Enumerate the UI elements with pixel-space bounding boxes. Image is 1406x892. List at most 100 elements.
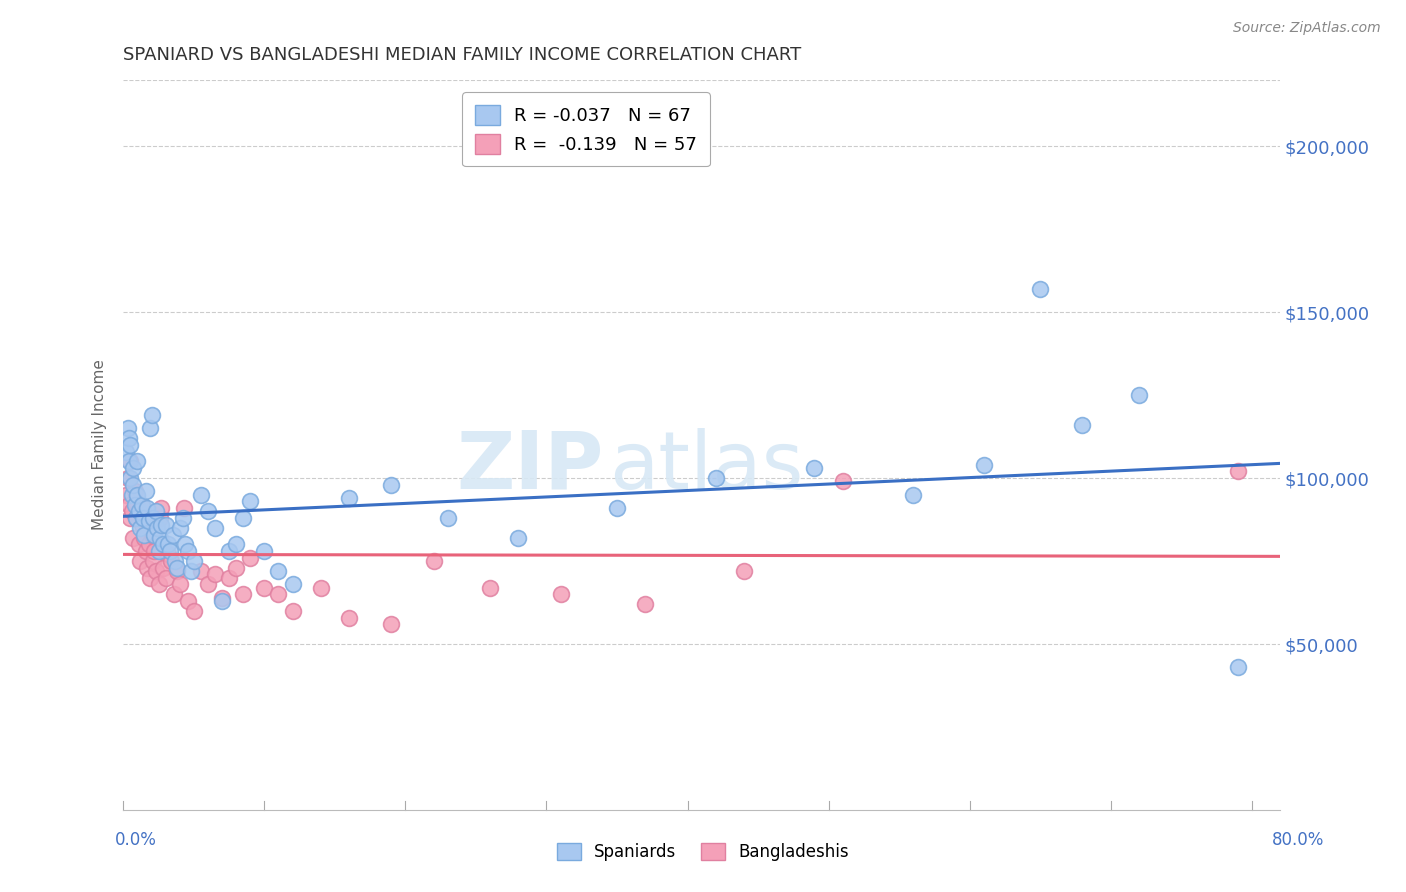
Point [166, 560, 188, 574]
Point [169, 577, 191, 591]
Legend: R = -0.037   N = 67, R =  -0.139   N = 57: R = -0.037 N = 67, R = -0.139 N = 57 [463, 93, 710, 167]
Point [163, 587, 186, 601]
Text: SPANIARD VS BANGLADESHI MEDIAN FAMILY INCOME CORRELATION CHART: SPANIARD VS BANGLADESHI MEDIAN FAMILY IN… [124, 46, 801, 64]
Point [128, 504, 150, 518]
Point [606, 500, 628, 515]
Point [115, 488, 138, 502]
Point [134, 527, 156, 541]
Point [134, 531, 156, 545]
Point [143, 544, 166, 558]
Point [148, 577, 170, 591]
Point [1071, 417, 1094, 432]
Point [1226, 660, 1249, 674]
Point [973, 458, 995, 472]
Point [132, 511, 155, 525]
Point [177, 544, 200, 558]
Point [803, 461, 825, 475]
Point [120, 438, 142, 452]
Point [436, 511, 458, 525]
Point [139, 571, 162, 585]
Point [127, 498, 149, 512]
Point [479, 581, 502, 595]
Point [204, 567, 226, 582]
Point [225, 537, 247, 551]
Point [132, 500, 155, 515]
Point [634, 597, 657, 611]
Text: 0.0%: 0.0% [115, 831, 157, 849]
Point [169, 521, 191, 535]
Point [125, 511, 148, 525]
Point [117, 471, 139, 485]
Point [141, 408, 163, 422]
Point [1029, 282, 1052, 296]
Point [120, 471, 142, 485]
Point [1226, 465, 1249, 479]
Point [121, 488, 143, 502]
Point [253, 544, 276, 558]
Point [125, 511, 148, 525]
Point [124, 498, 146, 512]
Point [120, 454, 142, 468]
Point [281, 577, 304, 591]
Point [118, 498, 141, 512]
Point [142, 511, 165, 525]
Point [115, 444, 138, 458]
Point [117, 421, 139, 435]
Point [309, 581, 332, 595]
Point [146, 521, 169, 535]
Point [239, 550, 262, 565]
Legend: Spaniards, Bangladeshis: Spaniards, Bangladeshis [551, 836, 855, 868]
Point [120, 511, 142, 525]
Point [1128, 388, 1150, 402]
Point [550, 587, 572, 601]
Point [190, 564, 212, 578]
Point [129, 521, 152, 535]
Point [145, 504, 167, 518]
Point [380, 617, 402, 632]
Point [180, 564, 202, 578]
Point [121, 504, 143, 518]
Point [150, 500, 173, 515]
Point [190, 488, 212, 502]
Point [197, 504, 219, 518]
Point [166, 564, 188, 578]
Point [127, 488, 149, 502]
Point [173, 500, 195, 515]
Point [149, 531, 172, 545]
Point [831, 475, 853, 489]
Point [124, 484, 146, 499]
Point [139, 421, 162, 435]
Point [136, 500, 159, 515]
Point [281, 604, 304, 618]
Point [145, 564, 167, 578]
Point [141, 527, 163, 541]
Point [183, 554, 205, 568]
Point [152, 560, 174, 574]
Point [131, 498, 153, 512]
Point [704, 471, 727, 485]
Point [149, 511, 172, 525]
Text: 80.0%: 80.0% [1272, 831, 1324, 849]
Point [142, 554, 165, 568]
Point [218, 544, 240, 558]
Point [131, 517, 153, 532]
Point [267, 564, 290, 578]
Point [127, 454, 149, 468]
Point [218, 571, 240, 585]
Point [183, 604, 205, 618]
Point [157, 548, 180, 562]
Point [160, 554, 183, 568]
Point [129, 554, 152, 568]
Point [155, 517, 177, 532]
Point [118, 454, 141, 468]
Point [380, 477, 402, 491]
Point [122, 461, 145, 475]
Point [225, 560, 247, 574]
Point [337, 610, 360, 624]
Point [162, 527, 184, 541]
Point [232, 511, 254, 525]
Point [150, 517, 173, 532]
Text: ZIP: ZIP [456, 428, 603, 506]
Y-axis label: Median Family Income: Median Family Income [93, 359, 107, 531]
Point [174, 537, 197, 551]
